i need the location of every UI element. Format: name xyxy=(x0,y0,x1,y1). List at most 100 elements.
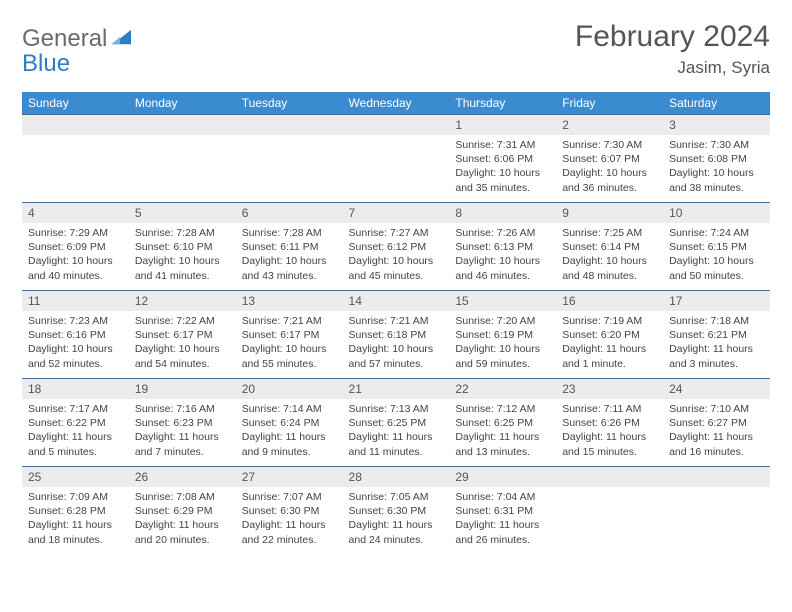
calendar-cell: 24Sunrise: 7:10 AMSunset: 6:27 PMDayligh… xyxy=(663,379,770,467)
calendar-cell: 2Sunrise: 7:30 AMSunset: 6:07 PMDaylight… xyxy=(556,115,663,203)
calendar-cell: 19Sunrise: 7:16 AMSunset: 6:23 PMDayligh… xyxy=(129,379,236,467)
day-number: 18 xyxy=(22,379,129,399)
calendar-week: 1Sunrise: 7:31 AMSunset: 6:06 PMDaylight… xyxy=(22,115,770,203)
day-details: Sunrise: 7:21 AMSunset: 6:18 PMDaylight:… xyxy=(343,311,450,377)
logo-text-1: General xyxy=(22,26,107,51)
day-details: Sunrise: 7:11 AMSunset: 6:26 PMDaylight:… xyxy=(556,399,663,465)
calendar-cell: 5Sunrise: 7:28 AMSunset: 6:10 PMDaylight… xyxy=(129,203,236,291)
calendar-cell xyxy=(22,115,129,203)
calendar-cell: 29Sunrise: 7:04 AMSunset: 6:31 PMDayligh… xyxy=(449,467,556,553)
day-number: 26 xyxy=(129,467,236,487)
day-details: Sunrise: 7:19 AMSunset: 6:20 PMDaylight:… xyxy=(556,311,663,377)
month-title: February 2024 xyxy=(575,20,770,54)
day-details: Sunrise: 7:31 AMSunset: 6:06 PMDaylight:… xyxy=(449,135,556,201)
calendar-cell: 10Sunrise: 7:24 AMSunset: 6:15 PMDayligh… xyxy=(663,203,770,291)
day-number: 19 xyxy=(129,379,236,399)
day-details: Sunrise: 7:28 AMSunset: 6:10 PMDaylight:… xyxy=(129,223,236,289)
day-details: Sunrise: 7:12 AMSunset: 6:25 PMDaylight:… xyxy=(449,399,556,465)
weekday-header: Friday xyxy=(556,92,663,115)
calendar-cell: 23Sunrise: 7:11 AMSunset: 6:26 PMDayligh… xyxy=(556,379,663,467)
day-number: 22 xyxy=(449,379,556,399)
day-number: 15 xyxy=(449,291,556,311)
day-number: 24 xyxy=(663,379,770,399)
calendar-cell: 16Sunrise: 7:19 AMSunset: 6:20 PMDayligh… xyxy=(556,291,663,379)
day-number: 20 xyxy=(236,379,343,399)
day-number: 17 xyxy=(663,291,770,311)
day-number: 16 xyxy=(556,291,663,311)
day-details: Sunrise: 7:08 AMSunset: 6:29 PMDaylight:… xyxy=(129,487,236,553)
day-details: Sunrise: 7:16 AMSunset: 6:23 PMDaylight:… xyxy=(129,399,236,465)
calendar-cell: 27Sunrise: 7:07 AMSunset: 6:30 PMDayligh… xyxy=(236,467,343,553)
day-details: Sunrise: 7:17 AMSunset: 6:22 PMDaylight:… xyxy=(22,399,129,465)
day-number: 12 xyxy=(129,291,236,311)
calendar-cell: 6Sunrise: 7:28 AMSunset: 6:11 PMDaylight… xyxy=(236,203,343,291)
weekday-header: Saturday xyxy=(663,92,770,115)
day-details: Sunrise: 7:10 AMSunset: 6:27 PMDaylight:… xyxy=(663,399,770,465)
day-details: Sunrise: 7:26 AMSunset: 6:13 PMDaylight:… xyxy=(449,223,556,289)
header: GeneralBlue February 2024 Jasim, Syria xyxy=(22,20,770,78)
day-number: 21 xyxy=(343,379,450,399)
calendar-cell: 14Sunrise: 7:21 AMSunset: 6:18 PMDayligh… xyxy=(343,291,450,379)
logo-sail-icon xyxy=(111,26,133,51)
title-block: February 2024 Jasim, Syria xyxy=(575,20,770,78)
calendar-cell xyxy=(343,115,450,203)
calendar-cell: 9Sunrise: 7:25 AMSunset: 6:14 PMDaylight… xyxy=(556,203,663,291)
day-number: 4 xyxy=(22,203,129,223)
calendar-cell: 20Sunrise: 7:14 AMSunset: 6:24 PMDayligh… xyxy=(236,379,343,467)
calendar-cell: 15Sunrise: 7:20 AMSunset: 6:19 PMDayligh… xyxy=(449,291,556,379)
weekday-header: Sunday xyxy=(22,92,129,115)
day-number: 5 xyxy=(129,203,236,223)
day-number: 1 xyxy=(449,115,556,135)
day-number: 27 xyxy=(236,467,343,487)
calendar-cell: 13Sunrise: 7:21 AMSunset: 6:17 PMDayligh… xyxy=(236,291,343,379)
calendar-cell: 28Sunrise: 7:05 AMSunset: 6:30 PMDayligh… xyxy=(343,467,450,553)
day-details: Sunrise: 7:04 AMSunset: 6:31 PMDaylight:… xyxy=(449,487,556,553)
day-number: 25 xyxy=(22,467,129,487)
day-details: Sunrise: 7:18 AMSunset: 6:21 PMDaylight:… xyxy=(663,311,770,377)
day-number: 6 xyxy=(236,203,343,223)
calendar-cell: 18Sunrise: 7:17 AMSunset: 6:22 PMDayligh… xyxy=(22,379,129,467)
location: Jasim, Syria xyxy=(575,58,770,78)
day-number: 23 xyxy=(556,379,663,399)
calendar-cell: 4Sunrise: 7:29 AMSunset: 6:09 PMDaylight… xyxy=(22,203,129,291)
day-number: 3 xyxy=(663,115,770,135)
day-details: Sunrise: 7:28 AMSunset: 6:11 PMDaylight:… xyxy=(236,223,343,289)
day-details: Sunrise: 7:22 AMSunset: 6:17 PMDaylight:… xyxy=(129,311,236,377)
calendar-cell xyxy=(129,115,236,203)
calendar-week: 25Sunrise: 7:09 AMSunset: 6:28 PMDayligh… xyxy=(22,467,770,553)
day-number: 8 xyxy=(449,203,556,223)
calendar-cell: 12Sunrise: 7:22 AMSunset: 6:17 PMDayligh… xyxy=(129,291,236,379)
day-details: Sunrise: 7:24 AMSunset: 6:15 PMDaylight:… xyxy=(663,223,770,289)
day-number: 7 xyxy=(343,203,450,223)
calendar-cell: 11Sunrise: 7:23 AMSunset: 6:16 PMDayligh… xyxy=(22,291,129,379)
calendar-table: SundayMondayTuesdayWednesdayThursdayFrid… xyxy=(22,92,770,553)
calendar-week: 11Sunrise: 7:23 AMSunset: 6:16 PMDayligh… xyxy=(22,291,770,379)
day-number: 2 xyxy=(556,115,663,135)
weekday-header-row: SundayMondayTuesdayWednesdayThursdayFrid… xyxy=(22,92,770,115)
calendar-cell xyxy=(556,467,663,553)
day-number: 11 xyxy=(22,291,129,311)
day-details: Sunrise: 7:20 AMSunset: 6:19 PMDaylight:… xyxy=(449,311,556,377)
day-details: Sunrise: 7:29 AMSunset: 6:09 PMDaylight:… xyxy=(22,223,129,289)
calendar-cell xyxy=(663,467,770,553)
day-details: Sunrise: 7:21 AMSunset: 6:17 PMDaylight:… xyxy=(236,311,343,377)
day-details: Sunrise: 7:09 AMSunset: 6:28 PMDaylight:… xyxy=(22,487,129,553)
calendar-cell: 7Sunrise: 7:27 AMSunset: 6:12 PMDaylight… xyxy=(343,203,450,291)
calendar-cell: 3Sunrise: 7:30 AMSunset: 6:08 PMDaylight… xyxy=(663,115,770,203)
day-number: 13 xyxy=(236,291,343,311)
day-details: Sunrise: 7:14 AMSunset: 6:24 PMDaylight:… xyxy=(236,399,343,465)
calendar-cell: 8Sunrise: 7:26 AMSunset: 6:13 PMDaylight… xyxy=(449,203,556,291)
calendar-cell: 26Sunrise: 7:08 AMSunset: 6:29 PMDayligh… xyxy=(129,467,236,553)
calendar-cell: 25Sunrise: 7:09 AMSunset: 6:28 PMDayligh… xyxy=(22,467,129,553)
calendar-week: 18Sunrise: 7:17 AMSunset: 6:22 PMDayligh… xyxy=(22,379,770,467)
calendar-cell xyxy=(236,115,343,203)
day-details: Sunrise: 7:05 AMSunset: 6:30 PMDaylight:… xyxy=(343,487,450,553)
calendar-cell: 17Sunrise: 7:18 AMSunset: 6:21 PMDayligh… xyxy=(663,291,770,379)
day-number: 9 xyxy=(556,203,663,223)
day-details: Sunrise: 7:30 AMSunset: 6:08 PMDaylight:… xyxy=(663,135,770,201)
weekday-header: Monday xyxy=(129,92,236,115)
day-details: Sunrise: 7:13 AMSunset: 6:25 PMDaylight:… xyxy=(343,399,450,465)
day-number: 28 xyxy=(343,467,450,487)
logo: GeneralBlue xyxy=(22,20,133,76)
day-details: Sunrise: 7:25 AMSunset: 6:14 PMDaylight:… xyxy=(556,223,663,289)
